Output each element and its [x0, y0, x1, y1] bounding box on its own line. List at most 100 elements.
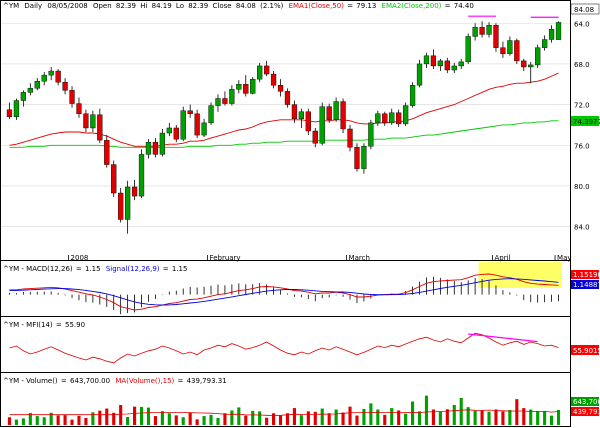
candle-body [368, 122, 374, 147]
month-label: March [349, 254, 370, 262]
candle-body [298, 111, 305, 120]
candle-body [507, 40, 513, 54]
header-low: 82.39 [188, 2, 208, 10]
candle-body [13, 100, 20, 117]
candle-body [458, 61, 464, 67]
candle-body [62, 82, 68, 91]
macd-label: ^YM - MACD(12,26) [3, 265, 73, 273]
volume-header: ^YM - Volume() = 643,700.00 MA(Volume(),… [3, 377, 227, 385]
candle-body [6, 109, 13, 117]
candle-body [389, 112, 395, 124]
price-panel-frame [0, 0, 571, 261]
mfi-header: ^YM - MFI(14) = 55.90 [3, 321, 85, 329]
candle-body [48, 70, 54, 76]
signal-label: Signal(12,26,9) [106, 265, 160, 273]
header-high: 84.19 [152, 2, 172, 10]
volume-tag: 643,700 [573, 398, 600, 406]
volume-label: ^YM - Volume() [3, 377, 58, 385]
mfi-value: 55.90 [65, 321, 85, 329]
candle-body [541, 39, 548, 48]
signal-tag-box [571, 280, 599, 289]
candle-body [243, 84, 249, 94]
candle-body [201, 122, 207, 136]
candle-body [27, 88, 33, 93]
candle-body [250, 78, 256, 94]
candle-body [423, 55, 430, 65]
mfi-panel-frame [0, 316, 571, 373]
volume-ma-tag: 439,793 [573, 408, 600, 416]
candle-body [145, 141, 152, 155]
header-close-label: Close [213, 2, 232, 10]
candle-body [555, 22, 562, 40]
macd-value: 1.15 [85, 265, 101, 273]
candle-body [69, 90, 75, 104]
header-symbol: ^YM [3, 2, 19, 10]
candle-body [284, 91, 291, 105]
candle-body [277, 85, 284, 92]
candle-body [118, 192, 124, 220]
ema2-tag-box [571, 116, 599, 126]
price-tag: 84.08 [574, 6, 594, 14]
month-label: 2008 [71, 254, 89, 262]
price-tag-box [570, 3, 600, 15]
candle-body [173, 127, 179, 140]
volume-ma-tag-box [571, 407, 599, 416]
month-label: May [557, 254, 571, 262]
candle-body [479, 27, 485, 35]
candle-body [382, 113, 388, 124]
candle-body [159, 132, 166, 155]
candle-body [263, 65, 270, 75]
header-open-label: Open [93, 2, 112, 10]
price-y-tick: 64.0 [574, 20, 590, 28]
candle-body [104, 139, 110, 165]
ema2-tag: 74.3977 [573, 118, 600, 126]
volume-value: 643,700.00 [70, 377, 110, 385]
header-period: Daily [24, 2, 42, 10]
mfi-tag: 55.9015 [573, 347, 600, 355]
header-close: 84.08 [236, 2, 256, 10]
candle-body [166, 127, 172, 134]
candle-body [194, 113, 200, 136]
candle-body [97, 114, 103, 141]
macd-line [9, 273, 559, 311]
candle-body [215, 98, 221, 106]
candle-body [111, 164, 117, 194]
ema200-line [9, 120, 559, 148]
signal-tag: 1.14887 [573, 281, 600, 289]
header-ema2-label: EMA2(Close,200) [382, 2, 442, 10]
candle-body [187, 110, 193, 114]
candle-body [514, 40, 520, 62]
candle-body [402, 105, 409, 125]
volume-tag-box [571, 397, 599, 406]
mfi-tag-box [571, 345, 599, 355]
candle-body [124, 186, 131, 220]
candle-body [500, 47, 506, 54]
candle-body [521, 60, 527, 68]
axes: 84.0 80.0 76.0 72.0 68.0 64.0 2008 February Marc… [68, 20, 590, 262]
candle-body [41, 74, 47, 82]
mfi-divergence-line [468, 333, 538, 343]
candle-body [138, 154, 145, 197]
candle-body [236, 84, 242, 90]
candle-body [354, 147, 360, 169]
volume-ma-line [9, 409, 559, 417]
mfi-label: ^YM - MFI(14) [3, 321, 53, 329]
macd-header: ^YM - MACD(12,26) = 1.15 Signal(12,26,9)… [3, 265, 187, 273]
candle-body [347, 128, 353, 148]
annotation-lines [468, 15, 559, 343]
candle-body [229, 89, 235, 104]
candle-body [409, 85, 416, 106]
candle-body [430, 55, 437, 67]
candle-body [340, 101, 346, 130]
header-low-label: Lo [176, 2, 184, 10]
candle-body [493, 25, 499, 48]
signal-line [9, 278, 559, 306]
header-ema2: 74.40 [454, 2, 474, 10]
mfi-line [9, 332, 559, 364]
candle-body [208, 105, 214, 124]
candle-body [319, 106, 325, 144]
price-y-tick: 84.0 [574, 224, 590, 232]
candle-body [465, 36, 471, 63]
